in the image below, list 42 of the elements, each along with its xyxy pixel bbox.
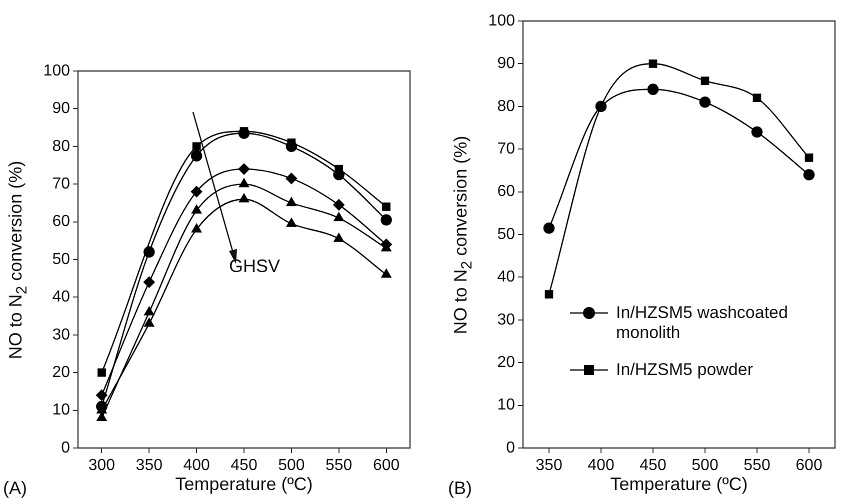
y-tick-label: 20 [52,364,70,382]
y-tick-label: 20 [497,354,516,372]
x-tick-label: 300 [88,457,116,474]
x-tick-label: 600 [796,457,822,474]
x-tick-label: 400 [588,457,614,474]
y-tick-label: 40 [497,268,516,286]
y-tick-label: 0 [506,439,516,456]
y-tick-label: 30 [52,326,70,344]
x-tick-label: 400 [183,457,210,474]
x-tick-label: 500 [278,457,305,474]
legend-label: In/HZSM5 washcoated monolith [616,302,789,344]
x-tick-label: 600 [372,457,400,474]
x-tick-label: 450 [230,457,258,474]
x-tick-label: 350 [136,457,163,474]
x-tick-label: 500 [692,457,718,474]
y-tick-label: 30 [497,311,516,328]
x-axis-title: Temperature (ºC) [610,474,748,494]
y-tick-label: 70 [52,176,70,193]
y-tick-label: 70 [497,140,516,158]
annotation: GHSV [229,256,280,277]
y-tick-label: 10 [52,402,70,419]
x-tick-label: 450 [640,457,666,474]
y-tick-label: 50 [497,226,516,243]
x-tick-label: 550 [326,457,352,474]
y-tick-label: 60 [52,213,70,230]
x-tick-label: 550 [744,457,770,474]
y-tick-label: 90 [52,100,70,118]
x-tick-label: 350 [536,457,562,474]
y-tick-label: 100 [488,12,516,30]
legend-label: In/HZSM5 powder [616,360,753,380]
y-tick-label: 40 [52,288,70,306]
y-tick-label: 80 [52,138,70,155]
y-tick-label: 80 [497,98,516,115]
x-axis-title: Temperature (ºC) [175,474,313,494]
y-tick-label: 90 [497,55,516,72]
y-tick-label: 0 [61,439,70,456]
y-tick-label: 10 [497,396,516,414]
y-tick-label: 100 [43,62,70,80]
y-tick-label: 60 [497,183,516,200]
text: (A) [3,478,27,499]
text: (B) [448,478,472,499]
y-tick-label: 50 [52,250,70,268]
